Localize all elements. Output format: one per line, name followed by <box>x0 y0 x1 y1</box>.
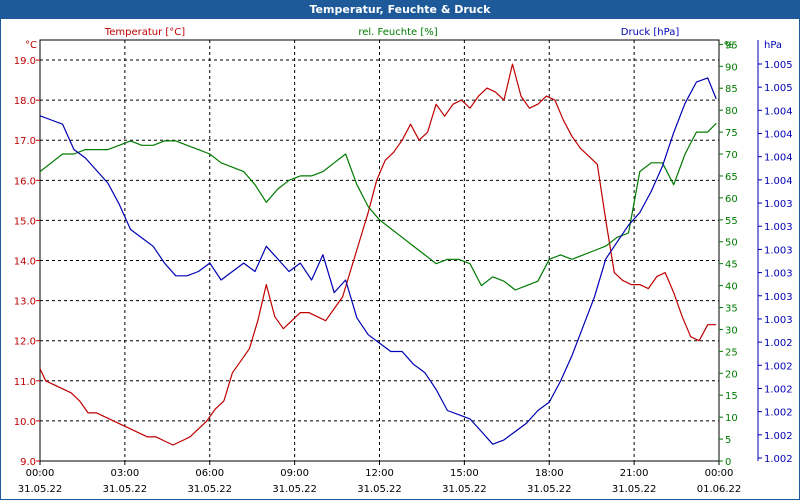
temperature-tick-label: 12.0 <box>14 337 36 348</box>
pressure-unit-label: hPa <box>764 40 782 51</box>
pressure-tick-label: 1.002 <box>764 431 793 442</box>
humidity-tick-label: 80 <box>725 106 738 117</box>
humidity-tick-label: 10 <box>725 413 738 424</box>
x-tick-label-date: 01.06.22 <box>697 484 742 495</box>
x-tick-label-time: 15:00 <box>450 468 479 479</box>
temperature-tick-label: 14.0 <box>14 257 36 268</box>
x-tick-label-date: 31.05.22 <box>357 484 402 495</box>
temperature-unit-label: °C <box>25 40 37 51</box>
humidity-tick-label: 25 <box>725 347 738 358</box>
x-tick-label-date: 31.05.22 <box>187 484 232 495</box>
pressure-tick-label: 1.004 <box>764 176 793 187</box>
humidity-tick-label: 60 <box>725 194 738 205</box>
humidity-series-line <box>39 122 717 291</box>
pressure-tick-label: 1.004 <box>764 130 793 141</box>
temperature-series-line <box>39 63 717 446</box>
pressure-series-line <box>39 77 717 445</box>
humidity-tick-label: 30 <box>725 325 738 336</box>
temperature-tick-label: 11.0 <box>14 377 36 388</box>
x-tick-label-time: 09:00 <box>280 468 309 479</box>
pressure-tick-label: 1.002 <box>764 384 793 395</box>
humidity-tick-label: 70 <box>725 150 738 161</box>
pressure-tick-label: 1.003 <box>764 292 793 303</box>
x-tick-label-time: 12:00 <box>365 468 394 479</box>
humidity-tick-label: 0 <box>725 457 731 468</box>
temperature-tick-label: 13.0 <box>14 297 36 308</box>
humidity-tick-label: 15 <box>725 391 738 402</box>
series-layer <box>39 63 717 446</box>
x-tick-label-date: 31.05.22 <box>272 484 317 495</box>
pressure-tick-label: 1.005 <box>764 83 793 94</box>
humidity-unit-label: % <box>724 40 734 51</box>
humidity-tick-label: 50 <box>725 238 738 249</box>
x-tick-label-time: 06:00 <box>195 468 224 479</box>
temperature-tick-label: 19.0 <box>14 56 36 67</box>
pressure-axis-label: Druck [hPa] <box>621 27 680 38</box>
humidity-tick-label: 35 <box>725 304 738 315</box>
humidity-tick-label: 40 <box>725 282 738 293</box>
pressure-tick-label: 1.004 <box>764 153 793 164</box>
pressure-tick-label: 1.005 <box>764 60 793 71</box>
humidity-tick-label: 20 <box>725 369 738 380</box>
x-tick-label-time: 18:00 <box>535 468 564 479</box>
temperature-tick-label: 16.0 <box>14 176 36 187</box>
humidity-tick-label: 85 <box>725 84 738 95</box>
pressure-tick-label: 1.002 <box>764 361 793 372</box>
pressure-tick-label: 1.002 <box>764 454 793 465</box>
pressure-tick-label: 1.002 <box>764 408 793 419</box>
pressure-tick-label: 1.002 <box>764 338 793 349</box>
axis-layer: 00:00 31.05.22 03:00 31.05.22 06:00 31.05.22 0… <box>14 40 793 495</box>
pressure-tick-label: 1.003 <box>764 222 793 233</box>
humidity-axis-label: rel. Feuchte [%] <box>358 27 437 38</box>
humidity-tick-label: 90 <box>725 62 738 73</box>
temperature-tick-label: 10.0 <box>14 417 36 428</box>
x-tick-label-date: 31.05.22 <box>527 484 572 495</box>
humidity-tick-label: 45 <box>725 260 738 271</box>
temperature-tick-label: 18.0 <box>14 96 36 107</box>
window-title: Temperatur, Feuchte & Druck <box>1 1 799 19</box>
pressure-tick-label: 1.003 <box>764 269 793 280</box>
x-tick-label-date: 31.05.22 <box>612 484 657 495</box>
x-tick-label-time: 00:00 <box>26 468 55 479</box>
humidity-tick-label: 95 <box>725 40 738 51</box>
grid-layer <box>39 39 720 462</box>
x-tick-label-time: 21:00 <box>620 468 649 479</box>
temperature-tick-label: 15.0 <box>14 216 36 227</box>
humidity-tick-label: 5 <box>725 435 731 446</box>
temperature-axis-label: Temperatur [°C] <box>104 27 185 38</box>
humidity-tick-label: 55 <box>725 216 738 227</box>
pressure-tick-label: 1.003 <box>764 245 793 256</box>
x-tick-label-date: 31.05.22 <box>442 484 487 495</box>
x-tick-label-time: 00:00 <box>705 468 734 479</box>
temperature-tick-label: 9.0 <box>20 457 36 468</box>
humidity-tick-label: 75 <box>725 128 738 139</box>
x-tick-label-date: 31.05.22 <box>103 484 148 495</box>
pressure-tick-label: 1.003 <box>764 199 793 210</box>
temperature-tick-label: 17.0 <box>14 136 36 147</box>
pressure-tick-label: 1.003 <box>764 315 793 326</box>
x-tick-label-date: 31.05.22 <box>18 484 63 495</box>
x-tick-label-time: 03:00 <box>110 468 139 479</box>
humidity-tick-label: 65 <box>725 172 738 183</box>
pressure-tick-label: 1.004 <box>764 106 793 117</box>
